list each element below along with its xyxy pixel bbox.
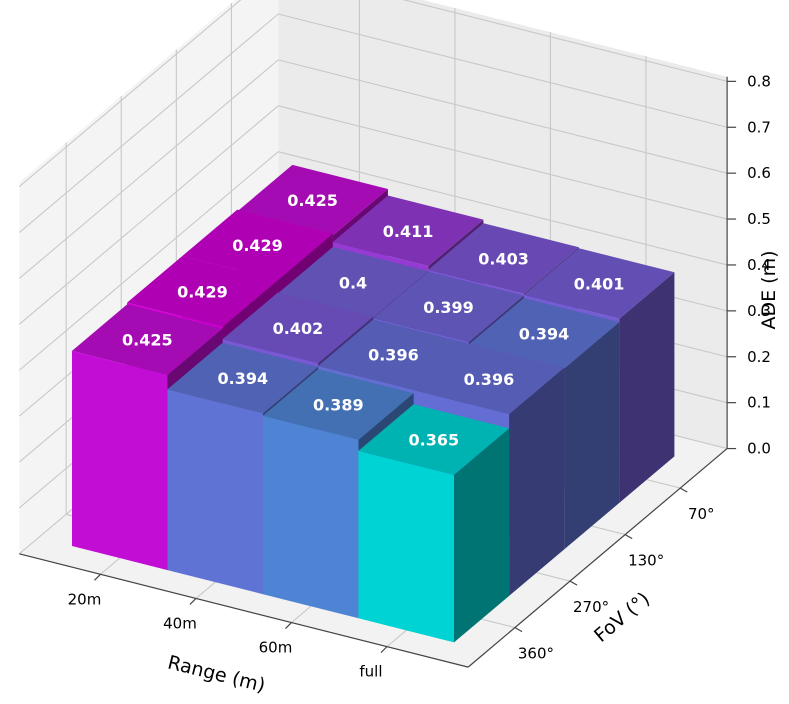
bar-value-label: 0.411 bbox=[383, 222, 434, 241]
bar-top-face bbox=[237, 164, 388, 236]
axis-lines: 20m 40m 60m full 360° 270° 130° 70° 0.0 0.1 0.2 0.3… bbox=[19, 72, 771, 681]
grid-line-z bbox=[402, 0, 728, 82]
x-tick-mark bbox=[94, 573, 101, 581]
bar-top-face bbox=[263, 369, 414, 440]
y-tick-mark bbox=[624, 534, 633, 540]
bar-value-label: 0.402 bbox=[273, 319, 324, 338]
y-tick-label: 360° bbox=[518, 645, 554, 663]
bar-value-label: 0.365 bbox=[408, 431, 459, 450]
bar-top-face bbox=[72, 304, 223, 375]
y-tick-label: 130° bbox=[628, 552, 664, 570]
y-axis-line bbox=[467, 448, 728, 668]
x-tick-label: full bbox=[359, 663, 382, 681]
y-tick-label: 70° bbox=[688, 505, 715, 523]
bar-value-label: 0.425 bbox=[287, 191, 338, 210]
bar-top-face bbox=[468, 298, 620, 369]
bar-top-face bbox=[413, 343, 565, 415]
grid-line-z bbox=[278, 151, 728, 266]
z-tick-label: 0.6 bbox=[747, 164, 771, 182]
y-tick-label: 270° bbox=[573, 598, 609, 616]
grid-line-z bbox=[18, 59, 279, 279]
bar-full-360° bbox=[358, 404, 510, 643]
bar-labels: 0.425 0.411 0.403 0.401 0.429 0.4 0.399 0.394 0.… bbox=[122, 191, 624, 449]
bar-top-face bbox=[428, 223, 579, 294]
z-tick-label: 0.0 bbox=[747, 440, 771, 458]
bar-side-face bbox=[564, 322, 620, 550]
bar-value-label: 0.425 bbox=[122, 331, 173, 350]
bar-side-face bbox=[454, 428, 510, 643]
bar-top-face bbox=[318, 319, 469, 390]
z-tick-label: 0.2 bbox=[747, 348, 771, 366]
y-tick-mark bbox=[514, 627, 523, 633]
bar-top-face bbox=[523, 248, 675, 319]
y-tick-mark bbox=[679, 487, 688, 493]
bar-value-label: 0.396 bbox=[368, 346, 419, 365]
bar-value-label: 0.399 bbox=[423, 298, 474, 317]
bar-top-face bbox=[277, 247, 429, 318]
bar-value-label: 0.429 bbox=[232, 236, 283, 255]
bar-side-face bbox=[509, 367, 565, 596]
bar-value-label: 0.4 bbox=[339, 273, 367, 292]
z-tick-label: 0.1 bbox=[747, 394, 771, 412]
bar-front-face bbox=[263, 415, 359, 619]
x-axis-line bbox=[19, 553, 469, 668]
x-tick-label: 60m bbox=[259, 639, 293, 657]
x-axis-title: Range (m) bbox=[165, 651, 267, 696]
bar-value-label: 0.403 bbox=[478, 250, 529, 269]
x-tick-label: 40m bbox=[163, 614, 197, 632]
grid-line-z bbox=[278, 13, 728, 128]
y-tick-mark bbox=[569, 580, 578, 586]
bar-value-label: 0.394 bbox=[217, 369, 268, 388]
x-tick-label: 20m bbox=[68, 590, 102, 608]
y-axis-title: FoV (°) bbox=[590, 588, 654, 647]
x-tick-mark bbox=[380, 646, 388, 654]
x-tick-mark bbox=[189, 598, 197, 605]
bar-value-label: 0.396 bbox=[464, 370, 515, 389]
bar-top-face bbox=[358, 404, 510, 475]
bars-group bbox=[72, 164, 675, 643]
grid-line-z bbox=[18, 13, 279, 233]
z-tick-label: 0.4 bbox=[747, 256, 771, 274]
bar-side-face bbox=[619, 272, 675, 503]
grid-line-z bbox=[278, 105, 728, 220]
bar-top-face bbox=[373, 271, 524, 343]
bar-value-label: 0.394 bbox=[519, 324, 570, 343]
bar-front-face bbox=[72, 350, 168, 571]
grid-line-z bbox=[278, 59, 728, 174]
bar-top-face bbox=[332, 195, 484, 267]
bar-value-label: 0.389 bbox=[313, 395, 364, 414]
z-axis-title: ADE (m) bbox=[758, 250, 780, 329]
bar-top-face bbox=[182, 209, 333, 281]
bar-top-face bbox=[127, 256, 278, 327]
bar-top-face bbox=[167, 342, 319, 414]
bar-front-face bbox=[167, 389, 263, 595]
grid-line-z bbox=[18, 105, 279, 325]
z-tick-label: 0.7 bbox=[747, 118, 771, 136]
z-tick-label: 0.3 bbox=[747, 302, 771, 320]
bar-front-face bbox=[358, 450, 454, 643]
grid-line-z bbox=[18, 0, 242, 188]
z-tick-label: 0.5 bbox=[747, 210, 771, 228]
bar-value-label: 0.401 bbox=[574, 275, 625, 294]
x-tick-mark bbox=[285, 622, 292, 629]
bar-top-face bbox=[222, 292, 374, 364]
z-tick-label: 0.8 bbox=[747, 72, 771, 90]
grid-line-z bbox=[18, 151, 279, 371]
bar-value-label: 0.429 bbox=[177, 282, 228, 301]
